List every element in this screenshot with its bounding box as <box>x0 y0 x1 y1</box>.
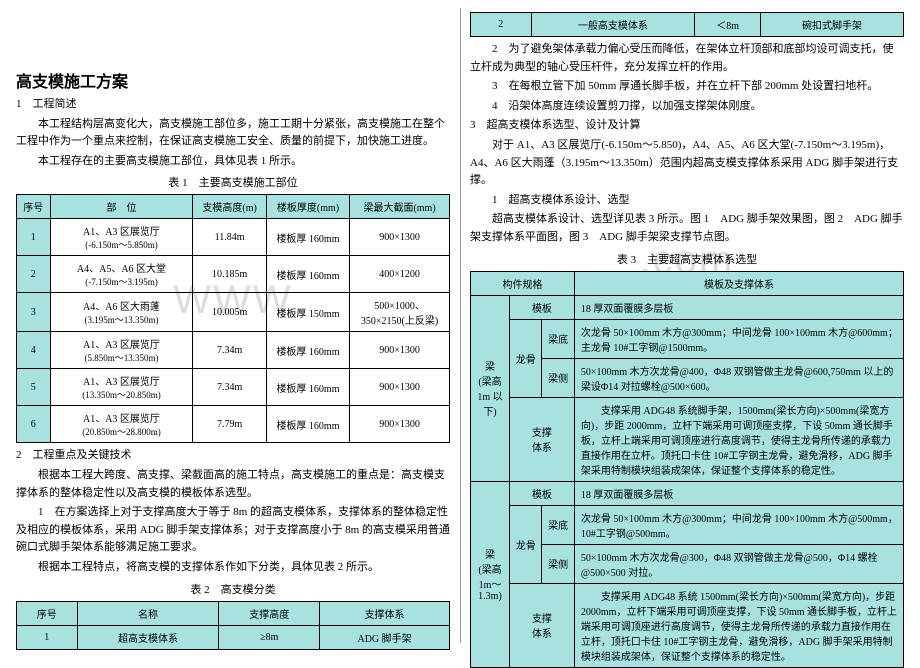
r-p3: 4 沿架体高度连续设置剪刀撑，以加强支撑架体刚度。 <box>470 98 904 116</box>
doc-title: 高支模施工方案 <box>16 68 450 92</box>
left-column: WWW 高支模施工方案 1 工程简述 本工程结构层高变化大，高支模施工部位多，施… <box>16 8 450 643</box>
t1-row-6: 6 A1、A3 区展览厅(20.850m～28.800m) 7.79m 楼板厚 … <box>17 406 450 443</box>
table-2-cont: 2 一般高支模体系 ＜8m 碗扣式脚手架 <box>470 12 904 37</box>
sec2-heading: 2 工程重点及关键技术 <box>16 447 450 465</box>
sec3-1h: 1 超高支模体系设计、选型 <box>470 192 904 210</box>
t1-row-3: 3 A4、A6 区大雨蓬(3.195m～13.350m) 10.005m 楼板厚… <box>17 293 450 332</box>
t1-h2: 部 位 <box>50 195 193 219</box>
sec3-heading: 3 超高支模体系选型、设计及计算 <box>470 117 904 135</box>
t1-h5: 梁最大截面(mm) <box>350 195 450 219</box>
sec2-p3: 根据本工程特点，将高支模的支撑体系作如下分类，具体见表 2 所示。 <box>16 559 450 577</box>
sec1-heading: 1 工程简述 <box>16 96 450 114</box>
sec1-p2: 本工程存在的主要高支模施工部位，具体见表 1 所示。 <box>16 153 450 171</box>
t1-h3: 支模高度(m) <box>193 195 266 219</box>
t2-row-1: 1 超高支模体系 ≥8m ADG 脚手架 <box>17 625 450 649</box>
t1-row-5: 5 A1、A3 区展览厅(13.350m～20.850m) 7.34m 楼板厚 … <box>17 369 450 406</box>
t1-h1: 序号 <box>17 195 51 219</box>
t2-row-2: 2 一般高支模体系 ＜8m 碗扣式脚手架 <box>471 13 904 37</box>
column-divider <box>460 8 461 643</box>
t1-row-1: 1 A1、A3 区展览厅(-6.150m～5.850m) 11.84m 楼板厚 … <box>17 219 450 256</box>
table-1: 序号 部 位 支模高度(m) 楼板厚度(mm) 梁最大截面(mm) 1 A1、A… <box>16 194 450 443</box>
t1-caption: 表 1 主要高支模施工部位 <box>16 174 450 190</box>
r-p2: 3 在每根立管下加 50mm 厚通长脚手板，并在立杆下部 200mm 处设置扫地… <box>470 78 904 96</box>
table-2: 序号 名称 支撑高度 支撑体系 1 超高支模体系 ≥8m ADG 脚手架 <box>16 601 450 650</box>
sec1-p1: 本工程结构层高变化大，高支模施工部位多，施工工期十分紧张，高支模施工在整个工程中… <box>16 116 450 151</box>
sec2-p1: 根据本工程大跨度、高支撑、梁截面高的施工特点，高支模施工的重点是：高支模支撑体系… <box>16 467 450 502</box>
table-3: 构件规格 模板及支撑体系 梁 (梁高 1m 以下) 模板 18 厚双面覆膜多层板… <box>470 271 904 668</box>
sec3-1p: 超高支模体系设计、选型详见表 3 所示。图 1 ADG 脚手架效果图，图 2 A… <box>470 211 904 246</box>
t2-caption: 表 2 高支模分类 <box>16 581 450 597</box>
r-p1: 2 为了避免架体承载力偏心受压而降低，在架体立杆顶部和底部均设可调支托，使立杆成… <box>470 41 904 76</box>
t1-row-2: 2 A4、A5、A6 区大堂(-7.150m～3.195m) 10.185m 楼… <box>17 256 450 293</box>
t3-caption: 表 3 主要超高支模体系选型 <box>470 251 904 267</box>
page-container: WWW 高支模施工方案 1 工程简述 本工程结构层高变化大，高支模施工部位多，施… <box>0 0 920 651</box>
sec3-p1: 对于 A1、A3 区展览厅(-6.150m～5.850)，A4、A5、A6 区大… <box>470 137 904 190</box>
t1-h4: 楼板厚度(mm) <box>266 195 349 219</box>
t1-row-4: 4 A1、A3 区展览厅(5.850m～13.350m) 7.34m 楼板厚 1… <box>17 332 450 369</box>
right-column: .com 2 一般高支模体系 ＜8m 碗扣式脚手架 2 为了避免架体承载力偏心受… <box>470 8 904 643</box>
sec2-p2: 1 在方案选择上对于支撑高度大于等于 8m 的超高支模体系，支撑体系的整体稳定性… <box>16 504 450 557</box>
